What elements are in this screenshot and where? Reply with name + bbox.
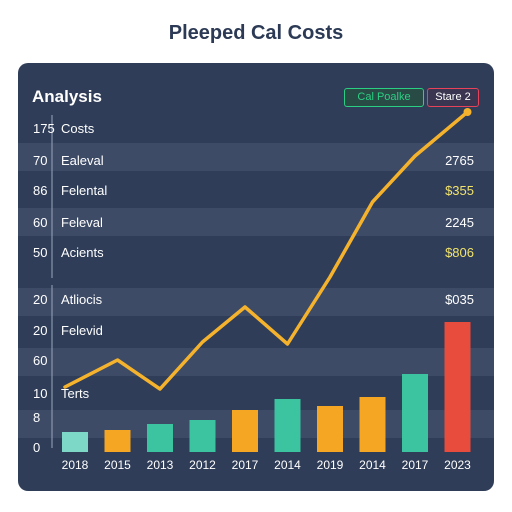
bar: [359, 397, 386, 452]
y-tick-label: 60: [33, 215, 47, 230]
bar: [317, 406, 343, 452]
row-label: Atliocis: [61, 292, 103, 307]
row-band: [18, 208, 494, 236]
x-tick-label: 2015: [104, 458, 131, 472]
row-label: Felental: [61, 183, 107, 198]
x-tick-label: 2014: [359, 458, 386, 472]
row-value: 2245: [445, 215, 474, 230]
y-tick-label: 20: [33, 323, 47, 338]
row-band: [18, 288, 494, 316]
bar: [444, 322, 471, 452]
row-label: Felevid: [61, 323, 103, 338]
y-tick-label: 0: [33, 440, 40, 455]
row-value: $035: [445, 292, 474, 307]
stare-button[interactable]: Stare 2: [427, 88, 479, 107]
y-tick-label: 175: [33, 121, 55, 136]
x-tick-label: 2017: [402, 458, 429, 472]
x-tick-label: 2017: [232, 458, 259, 472]
y-tick-label: 10: [33, 386, 47, 401]
row-band: [18, 348, 494, 376]
bar: [104, 430, 131, 452]
chart-svg: 175 Costs 70 Ealeval 2765 86 Felental $355 60 Fel…: [18, 108, 494, 472]
row-value: 2765: [445, 153, 474, 168]
x-tick-label: 2018: [62, 458, 89, 472]
row-value: $355: [445, 183, 474, 198]
bar: [402, 374, 428, 452]
series-end-point: [463, 108, 472, 116]
x-tick-label: 2019: [317, 458, 344, 472]
row-label: Terts: [61, 386, 90, 401]
y-tick-label: 60: [33, 353, 47, 368]
panel-title: Analysis: [32, 87, 102, 106]
bar: [62, 432, 88, 452]
row-label: Ealeval: [61, 153, 104, 168]
page-title: Pleeped Cal Costs: [168, 22, 344, 44]
series-line: [63, 110, 470, 391]
x-tick-label: 2023: [444, 458, 471, 472]
bar: [189, 420, 216, 452]
y-tick-label: 50: [33, 245, 47, 260]
row-label: Costs: [61, 121, 95, 136]
y-tick-label: 70: [33, 153, 47, 168]
y-tick-label: 8: [33, 410, 40, 425]
x-tick-label: 2013: [147, 458, 174, 472]
y-tick-label: 20: [33, 292, 47, 307]
bar: [232, 410, 258, 452]
y-tick-label: 86: [33, 183, 47, 198]
x-tick-label: 2012: [189, 458, 216, 472]
row-label: Acients: [61, 245, 104, 260]
x-tick-label: 2014: [274, 458, 301, 472]
bar: [147, 424, 173, 452]
bar: [274, 399, 301, 452]
chart-panel: 175 Costs 70 Ealeval 2765 86 Felental $355 60 Fel…: [18, 63, 494, 491]
row-value: $806: [445, 245, 474, 260]
row-label: Feleval: [61, 215, 103, 230]
cal-poalke-button[interactable]: Cal Poalke: [344, 88, 424, 107]
